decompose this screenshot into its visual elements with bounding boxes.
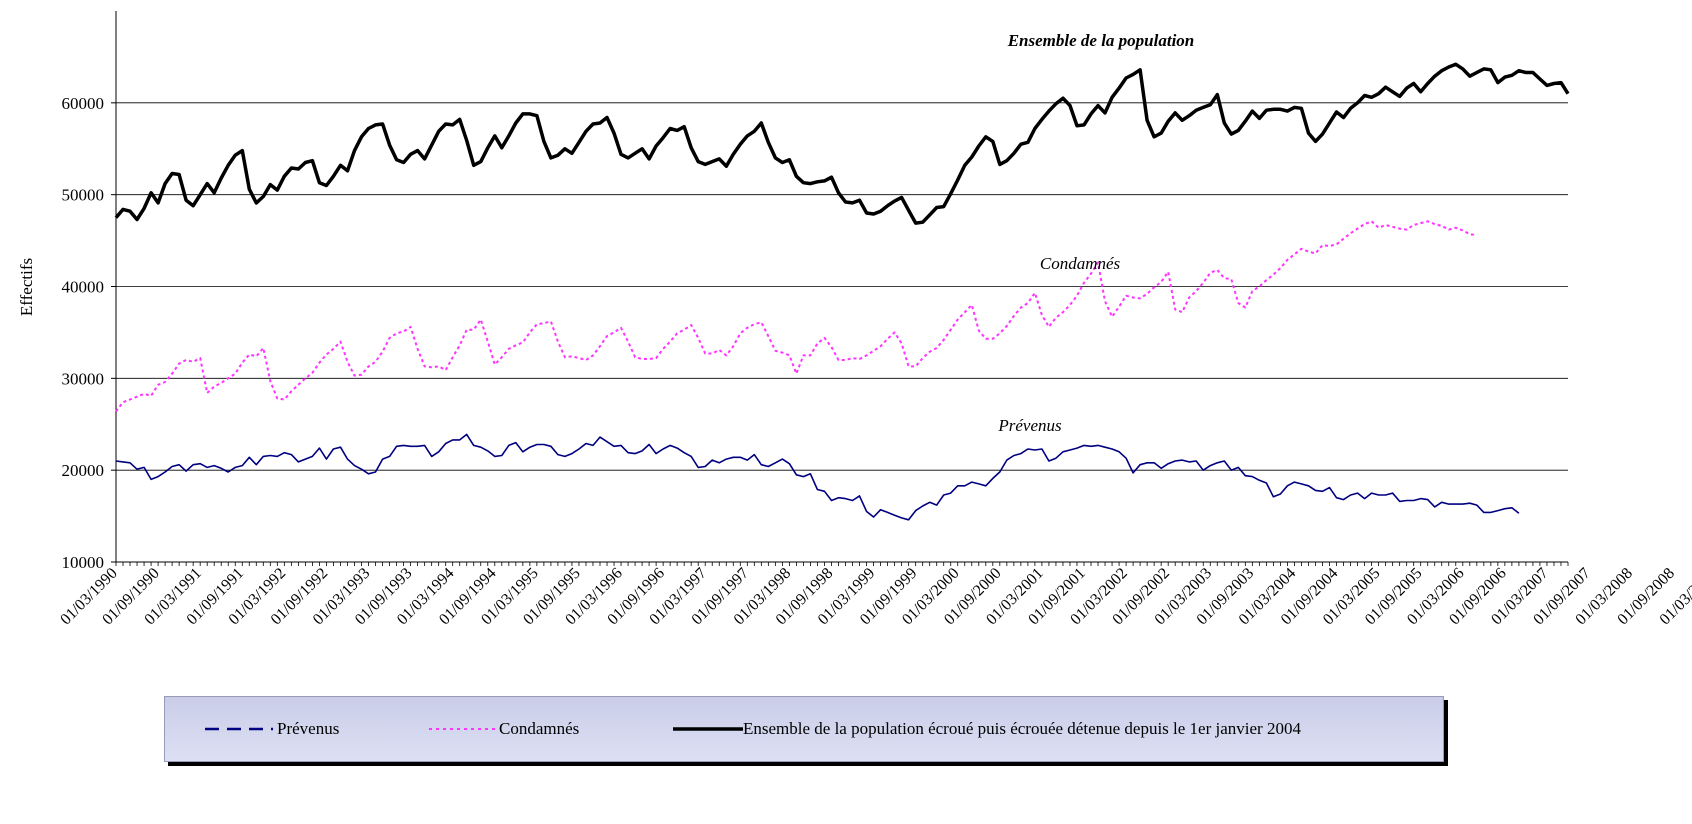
legend-swatch-prevenus [205, 727, 273, 731]
y-tick-label: 10000 [62, 553, 105, 572]
y-axis-label: Effectifs [17, 258, 36, 316]
legend-item-condamnes: Condamnés [429, 719, 629, 739]
legend-label-ensemble: Ensemble de la population écroué puis éc… [743, 719, 1301, 738]
y-tick-label: 40000 [62, 278, 105, 297]
annotation-prevenus: Prévenus [997, 416, 1062, 435]
legend-item-ensemble: Ensemble de la population écroué puis éc… [673, 719, 1433, 739]
y-tick-label: 60000 [62, 94, 105, 113]
y-tick-label: 30000 [62, 369, 105, 388]
y-tick-label: 50000 [62, 186, 105, 205]
series-line-prevenus [115, 433, 1520, 521]
series-lines [114, 62, 1570, 521]
annotation-ensemble: Ensemble de la population [1007, 31, 1195, 50]
gridlines [116, 102, 1568, 471]
legend-swatch-condamnes [429, 728, 497, 730]
axes: 10000200003000040000500006000001/03/1990… [57, 11, 1692, 628]
series-line-condamnes [115, 220, 1477, 413]
legend: Prévenus Condamnés Ensemble de la popula… [164, 696, 1444, 762]
series-line-ensemble [114, 62, 1570, 225]
legend-item-prevenus: Prévenus [205, 719, 375, 739]
legend-swatch-ensemble [673, 727, 743, 731]
legend-label-prevenus: Prévenus [277, 719, 340, 738]
legend-label-condamnes: Condamnés [499, 719, 580, 738]
y-tick-label: 20000 [62, 461, 105, 480]
annotation-condamnes: Condamnés [1040, 254, 1121, 273]
